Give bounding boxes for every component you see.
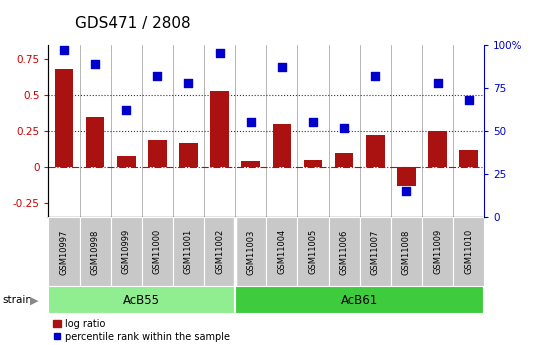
Point: [122, 108, 131, 113]
Text: GSM11001: GSM11001: [184, 229, 193, 275]
Bar: [303, 160, 322, 167]
Text: AcB61: AcB61: [341, 294, 378, 307]
Text: strain: strain: [3, 295, 33, 305]
Bar: [391, 217, 422, 286]
Bar: [179, 142, 198, 167]
Text: GSM11005: GSM11005: [308, 229, 317, 275]
Bar: [329, 217, 360, 286]
Point: [278, 65, 286, 70]
Point: [371, 73, 379, 79]
Bar: [360, 217, 391, 286]
Bar: [117, 156, 136, 167]
Point: [433, 80, 442, 86]
Bar: [235, 286, 484, 314]
Bar: [273, 124, 291, 167]
Point: [60, 47, 68, 53]
Bar: [55, 69, 73, 167]
Text: GSM10997: GSM10997: [60, 229, 68, 275]
Bar: [48, 217, 80, 286]
Point: [215, 51, 224, 56]
Text: GSM11004: GSM11004: [278, 229, 286, 275]
Point: [153, 73, 161, 79]
Bar: [459, 150, 478, 167]
Bar: [428, 131, 447, 167]
Point: [402, 189, 410, 194]
Point: [184, 80, 193, 86]
Point: [464, 97, 473, 103]
Text: ▶: ▶: [30, 295, 38, 305]
Text: GSM11007: GSM11007: [371, 229, 380, 275]
Text: GSM10999: GSM10999: [122, 229, 131, 275]
Text: GSM11000: GSM11000: [153, 229, 162, 275]
Text: GSM11009: GSM11009: [433, 229, 442, 275]
Bar: [204, 217, 235, 286]
Bar: [86, 117, 104, 167]
Bar: [335, 152, 353, 167]
Text: GSM11003: GSM11003: [246, 229, 255, 275]
Point: [340, 125, 349, 130]
Bar: [366, 136, 385, 167]
Point: [246, 120, 255, 125]
Bar: [210, 91, 229, 167]
Text: GSM11006: GSM11006: [339, 229, 349, 275]
Bar: [422, 217, 453, 286]
Legend: log ratio, percentile rank within the sample: log ratio, percentile rank within the sa…: [53, 319, 230, 342]
Text: GSM11010: GSM11010: [464, 229, 473, 275]
Text: AcB55: AcB55: [123, 294, 160, 307]
Point: [91, 61, 100, 67]
Bar: [397, 167, 416, 186]
Bar: [48, 286, 235, 314]
Bar: [266, 217, 298, 286]
Bar: [111, 217, 142, 286]
Bar: [80, 217, 111, 286]
Bar: [148, 140, 167, 167]
Text: GSM11002: GSM11002: [215, 229, 224, 275]
Text: GSM10998: GSM10998: [90, 229, 100, 275]
Bar: [235, 217, 266, 286]
Bar: [453, 217, 484, 286]
Text: GSM11008: GSM11008: [402, 229, 411, 275]
Bar: [173, 217, 204, 286]
Bar: [142, 217, 173, 286]
Text: GDS471 / 2808: GDS471 / 2808: [75, 16, 191, 31]
Point: [309, 120, 317, 125]
Bar: [298, 217, 329, 286]
Bar: [242, 161, 260, 167]
